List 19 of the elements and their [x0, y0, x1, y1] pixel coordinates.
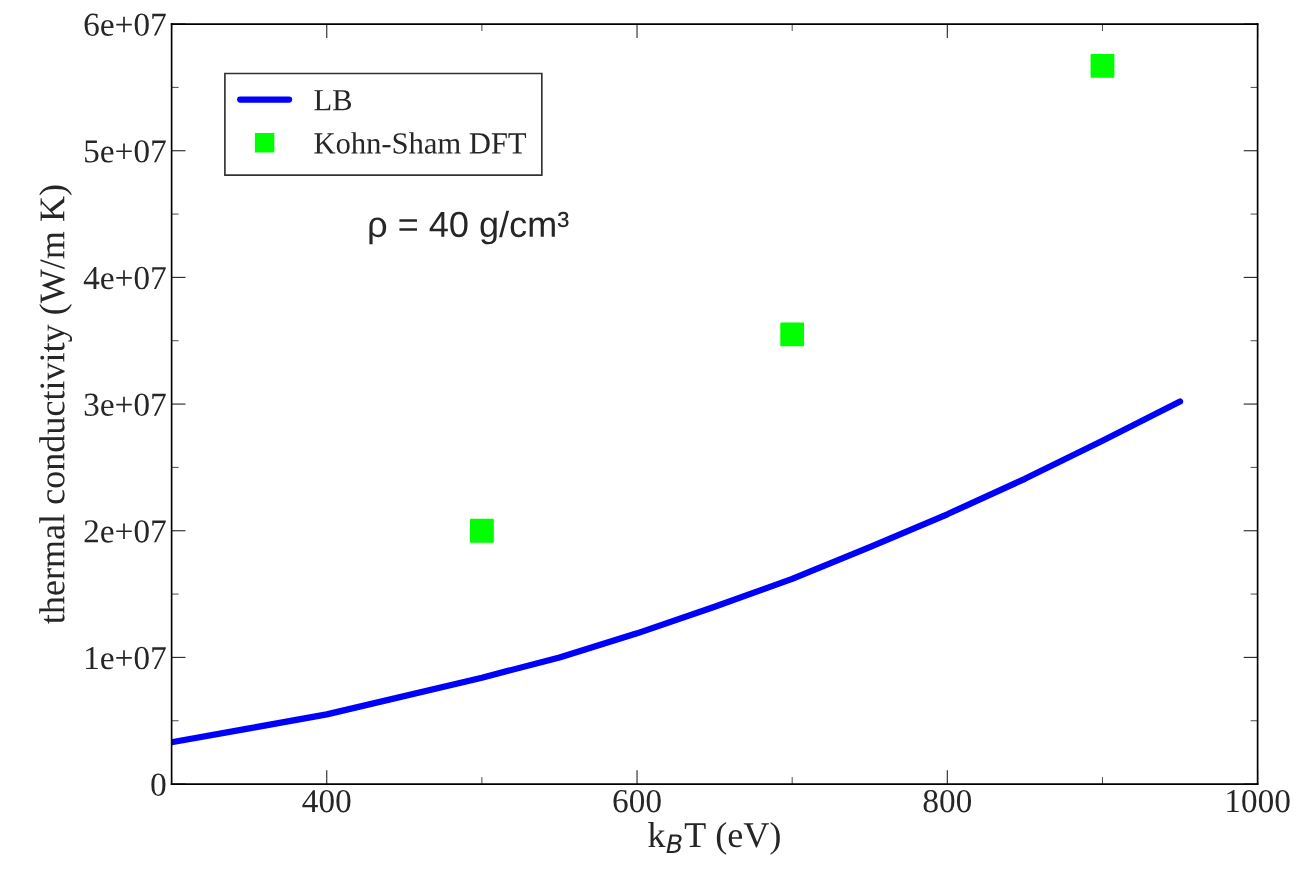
x-tick-label: 1000 [1227, 789, 1290, 813]
legend-label: LB [314, 90, 352, 111]
legend-label: Kohn-Sham DFT [314, 132, 527, 154]
point [470, 518, 494, 543]
y-axis-title: thermal conductivity (W/m K) [39, 185, 73, 624]
point [780, 322, 805, 347]
y-tick-label: 2e+07 [84, 520, 166, 543]
y-tick-label: 6e+07 [84, 13, 166, 36]
y-tick-label: 4e+07 [83, 266, 166, 290]
point [1090, 53, 1115, 78]
annotation: ρ = 40 g/cm³ [369, 210, 569, 245]
x-tick-label: 800 [923, 789, 972, 813]
y-tick-label: 5e+07 [85, 140, 166, 163]
y-tick-label: 0 [151, 773, 166, 796]
y-tick-label: 1e+07 [86, 646, 166, 670]
x-tick-label: 400 [302, 789, 351, 813]
x-tick-label: 600 [613, 789, 661, 813]
x-axis-title: k$_{B}$T (eV) [648, 821, 780, 855]
y-tick-label: 3e+07 [84, 393, 166, 416]
